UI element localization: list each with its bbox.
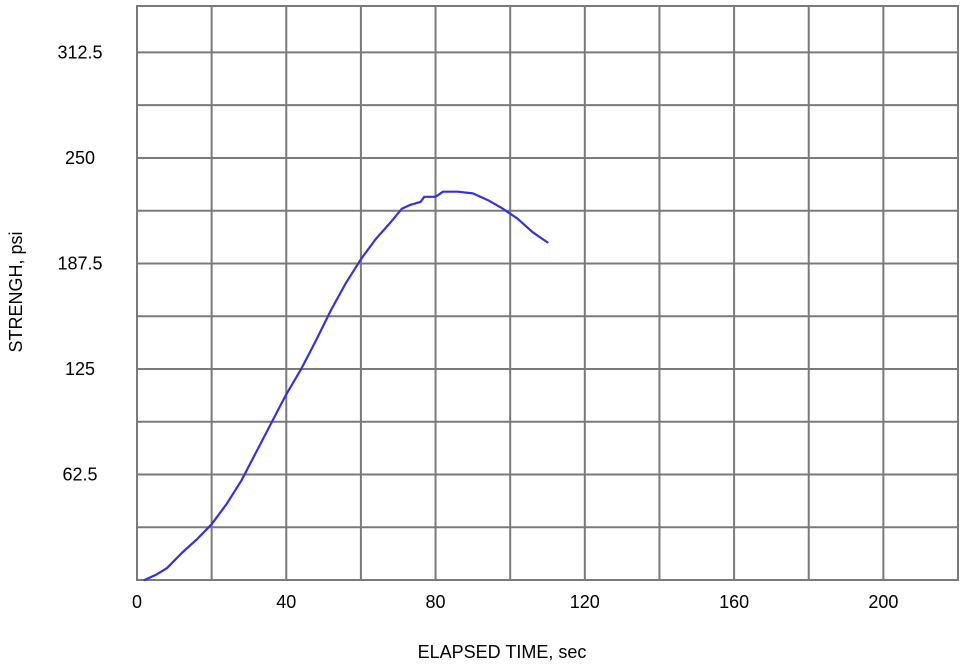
x-tick-label: 120 (570, 592, 600, 612)
plot-frame (136, 5, 959, 581)
series-layer (143, 190, 549, 582)
x-tick-label: 80 (426, 592, 446, 612)
x-tick-label: 0 (132, 592, 142, 612)
y-tick-label: 187.5 (57, 253, 102, 273)
y-tick-label: 250 (65, 148, 95, 168)
x-tick-label: 200 (868, 592, 898, 612)
y-axis-title: STRENGH, psi (6, 231, 26, 352)
x-tick-label: 160 (719, 592, 749, 612)
grid (136, 5, 959, 581)
x-tick-label: 40 (276, 592, 296, 612)
y-tick-label: 62.5 (62, 464, 97, 484)
series-line (143, 190, 549, 582)
y-tick-label: 312.5 (57, 42, 102, 62)
y-tick-label: 125 (65, 359, 95, 379)
y-tick-labels: 62.5 125 187.5 250 312.5 (57, 42, 102, 484)
x-tick-labels: 0 40 80 120 160 200 (132, 592, 898, 612)
x-axis-title: ELAPSED TIME, sec (418, 642, 587, 662)
